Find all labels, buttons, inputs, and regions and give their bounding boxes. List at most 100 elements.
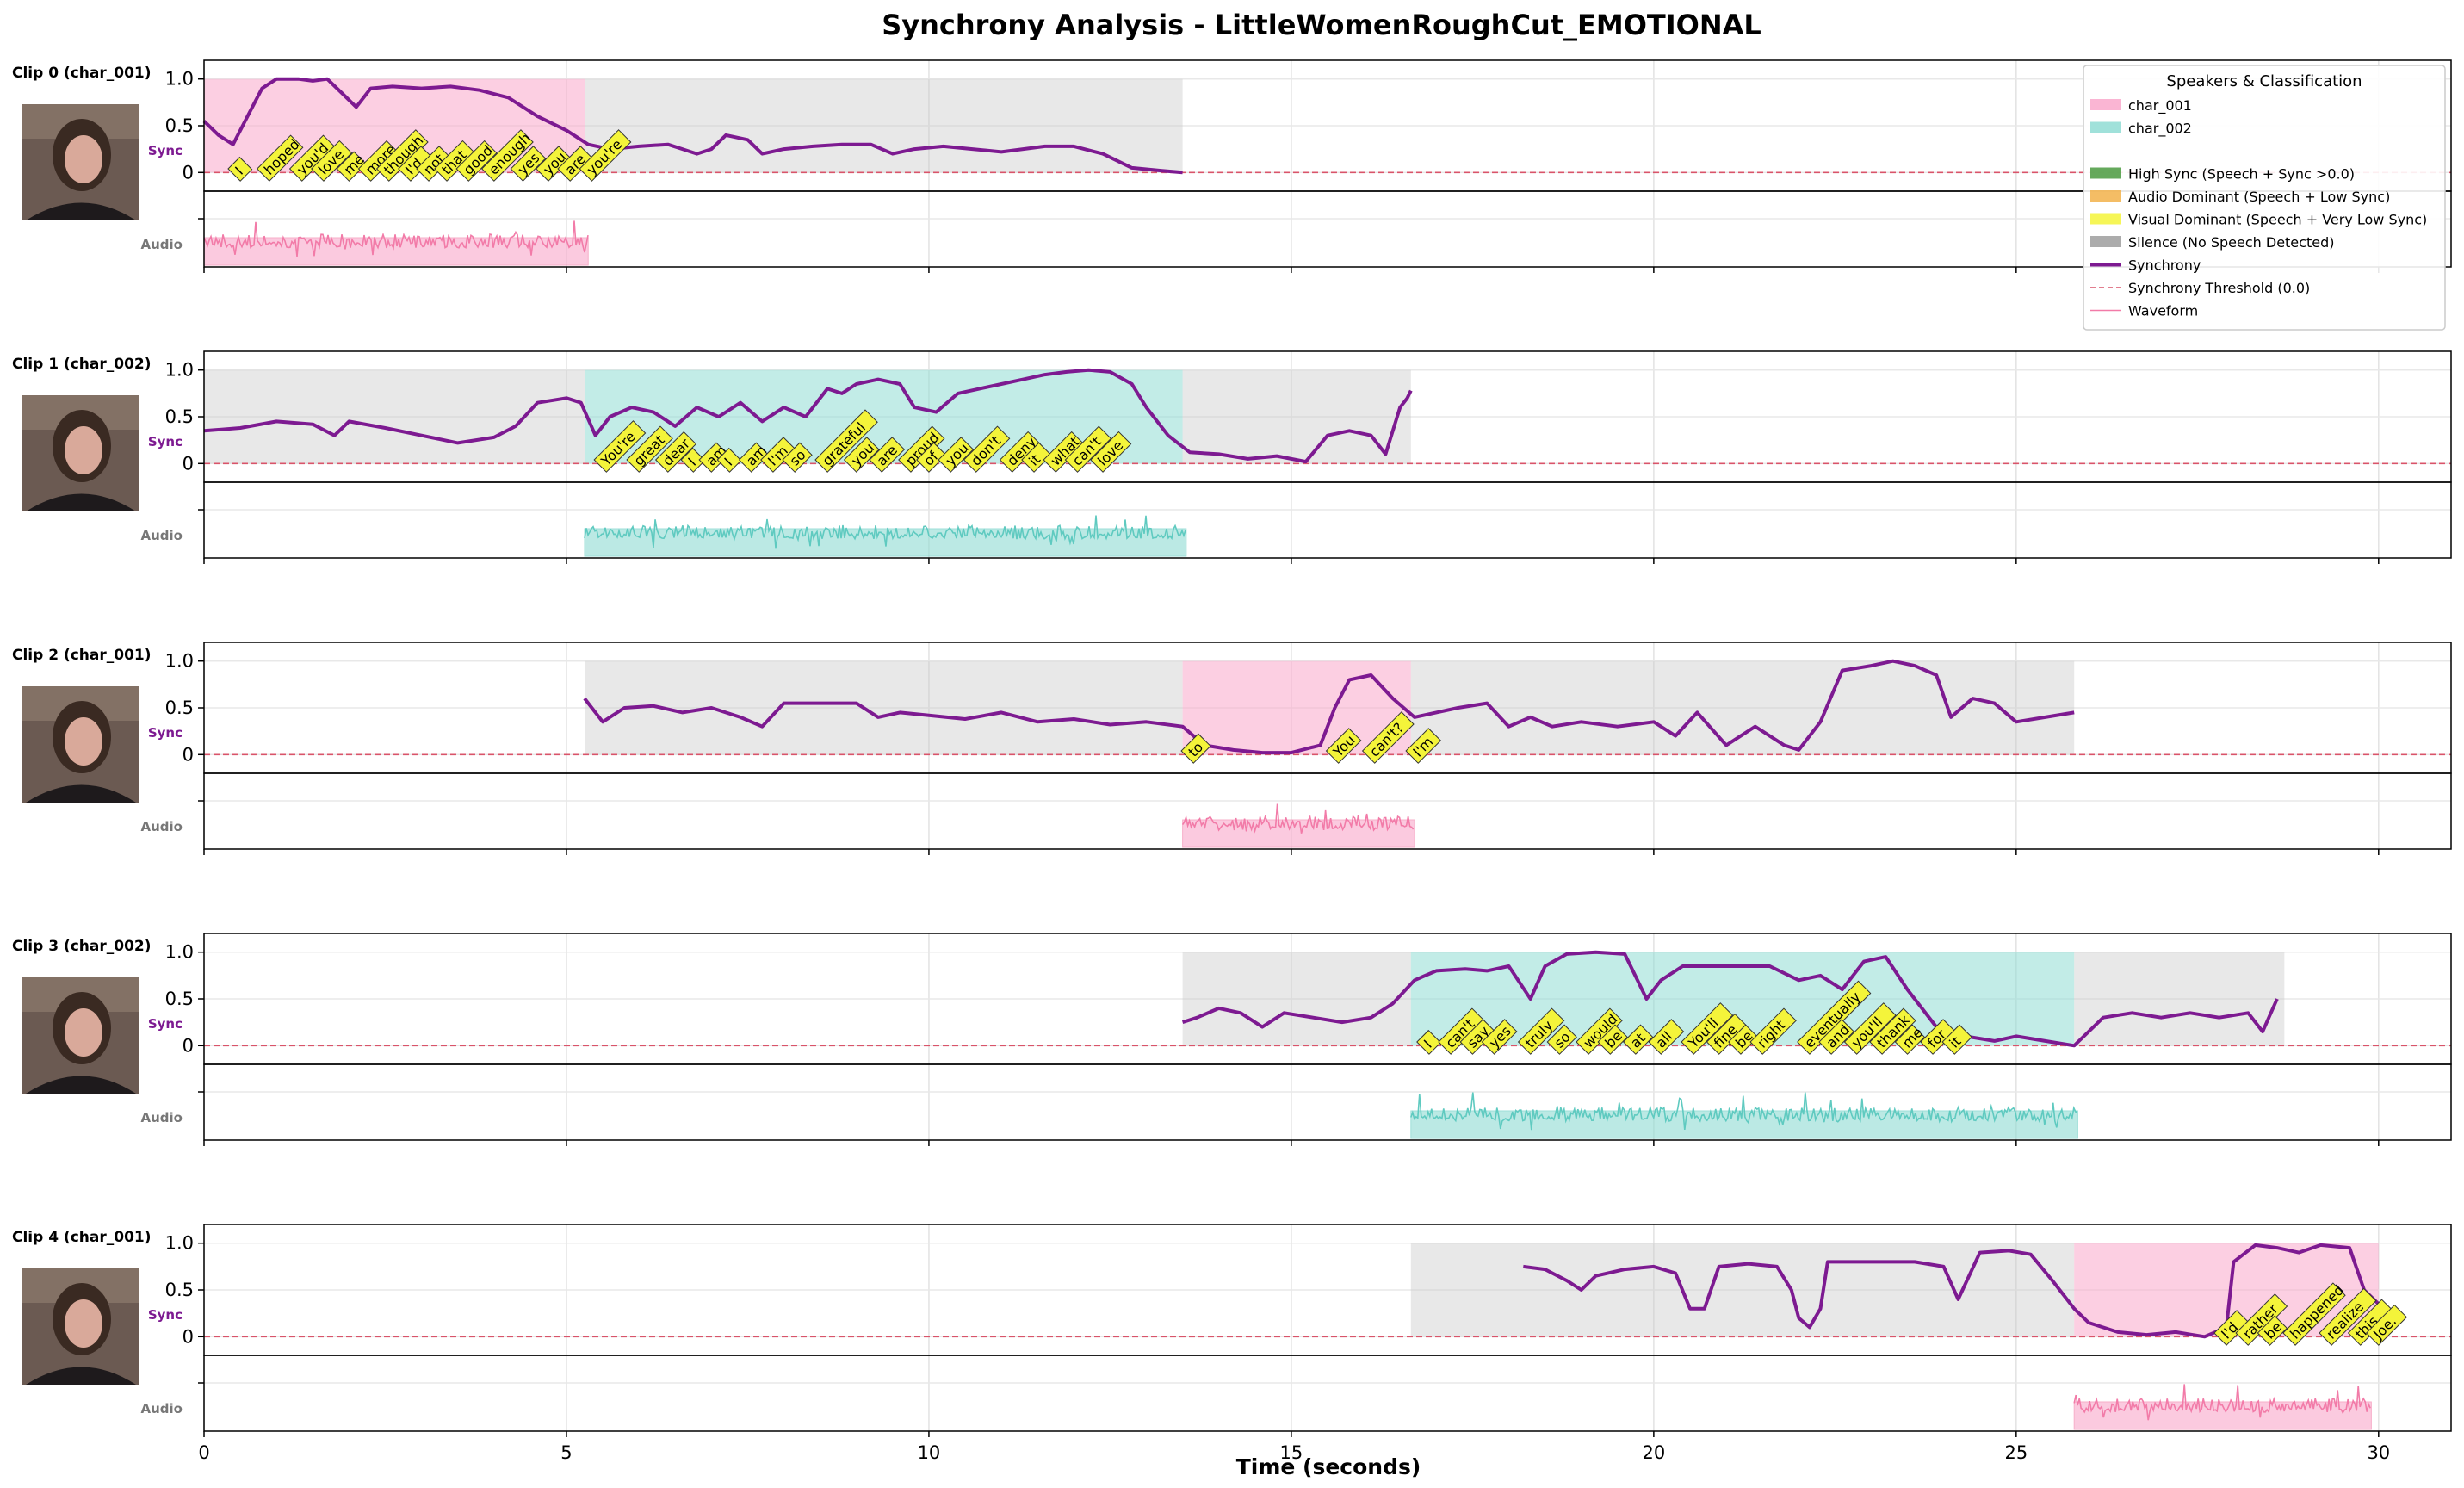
y-tick-label: 0.5 xyxy=(165,115,194,136)
segment-band xyxy=(585,660,1183,755)
x-tick-label: 25 xyxy=(2004,1442,2028,1463)
word-label-box xyxy=(680,447,706,473)
x-axis-label: Time (seconds) xyxy=(1236,1454,1421,1479)
synchrony-line xyxy=(583,659,2075,755)
thumbnail-coat xyxy=(26,1076,136,1094)
y-tick-label: 1.0 xyxy=(165,360,194,381)
legend-title: Speakers & Classification xyxy=(2166,72,2362,90)
word-label-box xyxy=(698,442,729,473)
audio-axes-frame xyxy=(203,772,2452,850)
synchrony-line xyxy=(203,368,1413,464)
word-label-box xyxy=(1021,442,1052,473)
thumbnail-face xyxy=(65,1299,102,1348)
synchrony-line xyxy=(1523,1243,2380,1339)
word-label-box xyxy=(227,156,253,182)
audio-waveform xyxy=(2073,1384,2371,1421)
x-tick-label: 30 xyxy=(2367,1442,2390,1463)
y-tick-label: 0.5 xyxy=(165,989,194,1009)
legend-label: High Sync (Speech + Sync >0.0) xyxy=(2128,166,2355,183)
y-tick-label: 0.5 xyxy=(165,698,194,718)
word-label-box xyxy=(654,431,697,473)
y-tick-label: 1.0 xyxy=(165,69,194,90)
word-label-box xyxy=(916,442,947,473)
word-label-box xyxy=(1941,1024,1972,1055)
word-label-box xyxy=(869,437,906,473)
word-label-box xyxy=(1546,1024,1577,1055)
word-label-box xyxy=(1622,1024,1654,1055)
word-label-box xyxy=(1681,1002,1734,1055)
word-label-box xyxy=(256,134,304,182)
audio-waveform xyxy=(1410,1092,2077,1131)
word-label-box xyxy=(1749,1008,1797,1055)
word-label-box xyxy=(480,129,534,182)
sync-panel-label: Sync xyxy=(148,725,183,741)
y-tick-label: 1.0 xyxy=(165,651,194,672)
legend-swatch xyxy=(2090,236,2121,247)
word-label: I xyxy=(716,447,742,473)
thumbnail-face xyxy=(65,426,102,474)
audio-waveform xyxy=(1181,803,1415,834)
word-label-box xyxy=(843,437,880,473)
legend-label: Visual Dominant (Speech + Very Low Sync) xyxy=(2128,212,2427,228)
word-label: I xyxy=(1416,1029,1442,1055)
legend-swatch xyxy=(2090,121,2121,133)
audio-waveform xyxy=(203,220,589,257)
segment-band xyxy=(1182,952,1411,1046)
audio-fill xyxy=(1182,819,1415,848)
sync-panel-label: Sync xyxy=(148,434,183,450)
audio-axes-frame xyxy=(203,481,2452,559)
clip-panel: Clip 1 (char_002)SyncAudioYou'regreatdea… xyxy=(12,350,2452,564)
synchrony-line xyxy=(202,77,1183,175)
x-tick-label: 15 xyxy=(1280,1442,1303,1463)
legend-label: Synchrony xyxy=(2128,257,2201,274)
word-label-box xyxy=(2257,1315,2288,1346)
word-label-box xyxy=(2319,1287,2377,1346)
word-label-box xyxy=(311,140,353,182)
legend-swatch xyxy=(2090,167,2121,179)
x-tick-label: 20 xyxy=(1643,1442,1666,1463)
audio-panel-label: Audio xyxy=(141,528,183,543)
audio-waveform xyxy=(584,515,1186,549)
segment-band xyxy=(1410,1243,2075,1337)
word-label-box xyxy=(1405,728,1442,764)
word-label-box xyxy=(2365,1304,2408,1346)
segment-band xyxy=(1410,660,2075,755)
word-label-box xyxy=(1180,733,1211,764)
word-label-box xyxy=(738,442,770,473)
word-label-box xyxy=(1517,1008,1565,1055)
word-label-box xyxy=(1894,1024,1926,1055)
x-tick-label: 5 xyxy=(560,1442,572,1463)
legend-swatch xyxy=(2090,190,2121,202)
word-label: it xyxy=(1941,1024,1972,1055)
word-label-box xyxy=(1648,1019,1685,1055)
word-label-box xyxy=(1361,711,1415,764)
clip-label: Clip 1 (char_002) xyxy=(12,356,152,373)
clip-thumbnail xyxy=(22,395,139,512)
word-label-box xyxy=(963,425,1011,473)
y-tick-label: 0 xyxy=(183,1035,194,1056)
segment-band xyxy=(204,369,585,464)
audio-panel-label: Audio xyxy=(141,819,183,834)
segment-band xyxy=(585,78,1183,173)
legend-label: Audio Dominant (Speech + Low Sync) xyxy=(2128,189,2390,205)
thumbnail-face xyxy=(65,135,102,183)
y-tick-label: 0 xyxy=(183,162,194,183)
audio-axes-frame xyxy=(203,1063,2452,1141)
legend: Speakers & Classification char_001 char_00… xyxy=(2083,65,2446,331)
legend-label: Synchrony Threshold (0.0) xyxy=(2128,280,2310,296)
synchrony-line xyxy=(1181,950,2279,1048)
y-tick-label: 1.0 xyxy=(165,942,194,963)
word-label-box xyxy=(1869,1008,1916,1055)
y-tick-label: 0.5 xyxy=(165,1280,194,1300)
y-tick-label: 0 xyxy=(183,1326,194,1347)
word-label-box xyxy=(1090,431,1132,473)
word-label-box xyxy=(1843,1002,1897,1055)
clip-label: Clip 2 (char_001) xyxy=(12,647,152,664)
legend-swatch xyxy=(2090,99,2121,110)
y-tick-label: 0 xyxy=(183,453,194,474)
audio-panel-label: Audio xyxy=(141,237,183,252)
word-label-box xyxy=(814,409,878,473)
word-label-box xyxy=(1728,1024,1759,1055)
